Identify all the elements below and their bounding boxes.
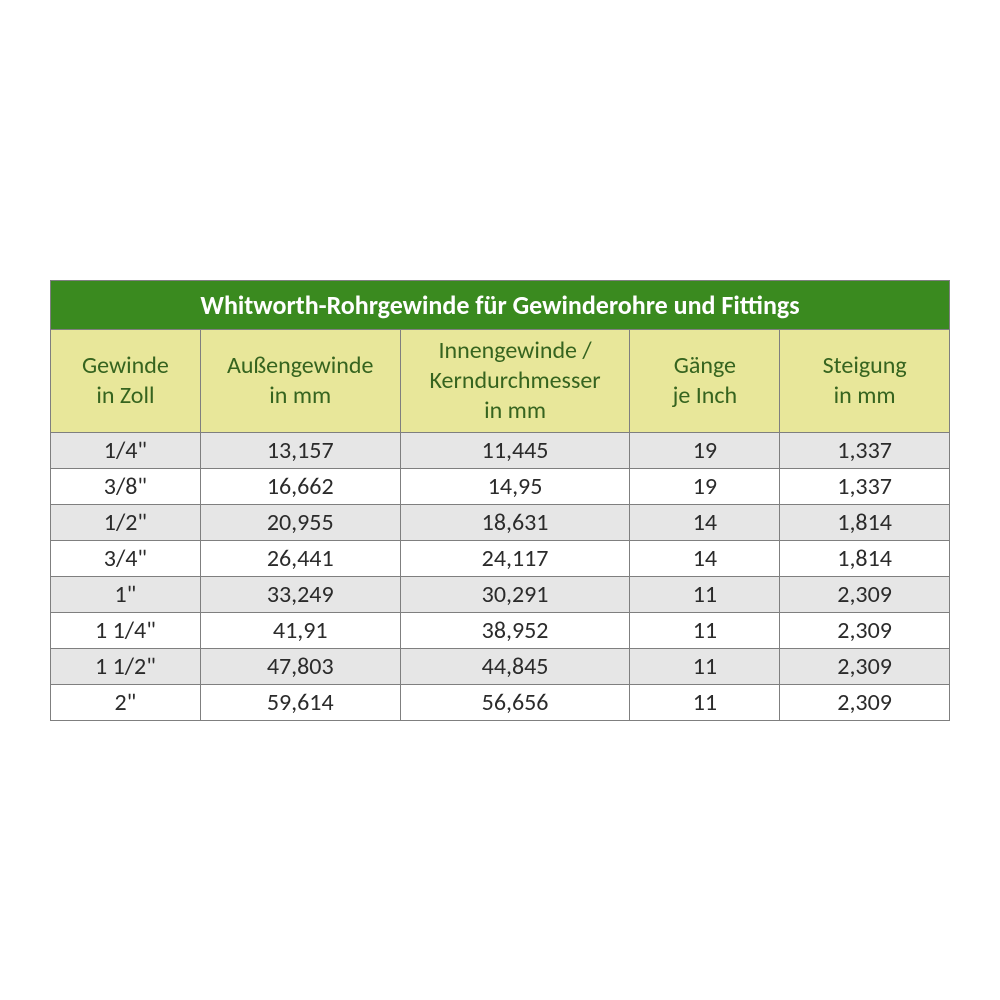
cell: 24,117 xyxy=(400,540,630,576)
table-header-row: Gewindein Zoll Außengewindein mm Innenge… xyxy=(51,329,950,432)
cell: 1,337 xyxy=(780,432,950,468)
cell: 26,441 xyxy=(200,540,400,576)
cell: 16,662 xyxy=(200,468,400,504)
cell: 14 xyxy=(630,504,780,540)
cell: 19 xyxy=(630,432,780,468)
cell: 1" xyxy=(51,576,201,612)
cell: 14,95 xyxy=(400,468,630,504)
cell: 59,614 xyxy=(200,684,400,720)
cell: 47,803 xyxy=(200,648,400,684)
table-row: 1 1/4" 41,91 38,952 11 2,309 xyxy=(51,612,950,648)
cell: 1 1/4" xyxy=(51,612,201,648)
col-header-gaenge: Gängeje Inch xyxy=(630,329,780,432)
table-title-row: Whitworth-Rohrgewinde für Gewinderohre u… xyxy=(51,280,950,329)
cell: 1,814 xyxy=(780,540,950,576)
cell: 19 xyxy=(630,468,780,504)
col-header-aussen: Außengewindein mm xyxy=(200,329,400,432)
col-header-steigung: Steigungin mm xyxy=(780,329,950,432)
cell: 2,309 xyxy=(780,612,950,648)
cell: 13,157 xyxy=(200,432,400,468)
cell: 14 xyxy=(630,540,780,576)
cell: 20,955 xyxy=(200,504,400,540)
cell: 56,656 xyxy=(400,684,630,720)
cell: 2,309 xyxy=(780,684,950,720)
cell: 1/2" xyxy=(51,504,201,540)
cell: 44,845 xyxy=(400,648,630,684)
cell: 33,249 xyxy=(200,576,400,612)
cell: 11 xyxy=(630,612,780,648)
cell: 18,631 xyxy=(400,504,630,540)
table-row: 3/4" 26,441 24,117 14 1,814 xyxy=(51,540,950,576)
cell: 41,91 xyxy=(200,612,400,648)
cell: 38,952 xyxy=(400,612,630,648)
cell: 11 xyxy=(630,576,780,612)
table-row: 1" 33,249 30,291 11 2,309 xyxy=(51,576,950,612)
col-header-gewinde: Gewindein Zoll xyxy=(51,329,201,432)
table-title: Whitworth-Rohrgewinde für Gewinderohre u… xyxy=(51,280,950,329)
table-row: 1/2" 20,955 18,631 14 1,814 xyxy=(51,504,950,540)
table-row: 1/4" 13,157 11,445 19 1,337 xyxy=(51,432,950,468)
cell: 11,445 xyxy=(400,432,630,468)
cell: 2" xyxy=(51,684,201,720)
table-row: 1 1/2" 47,803 44,845 11 2,309 xyxy=(51,648,950,684)
whitworth-table: Whitworth-Rohrgewinde für Gewinderohre u… xyxy=(50,280,950,721)
cell: 2,309 xyxy=(780,648,950,684)
cell: 11 xyxy=(630,648,780,684)
cell: 1,337 xyxy=(780,468,950,504)
table-row: 2" 59,614 56,656 11 2,309 xyxy=(51,684,950,720)
cell: 11 xyxy=(630,684,780,720)
table-row: 3/8" 16,662 14,95 19 1,337 xyxy=(51,468,950,504)
cell: 1/4" xyxy=(51,432,201,468)
page-container: Whitworth-Rohrgewinde für Gewinderohre u… xyxy=(0,0,1000,1000)
cell: 3/8" xyxy=(51,468,201,504)
col-header-innen: Innengewinde /Kerndurchmesserin mm xyxy=(400,329,630,432)
cell: 1,814 xyxy=(780,504,950,540)
table-body: 1/4" 13,157 11,445 19 1,337 3/8" 16,662 … xyxy=(51,432,950,720)
cell: 1 1/2" xyxy=(51,648,201,684)
cell: 30,291 xyxy=(400,576,630,612)
cell: 3/4" xyxy=(51,540,201,576)
cell: 2,309 xyxy=(780,576,950,612)
